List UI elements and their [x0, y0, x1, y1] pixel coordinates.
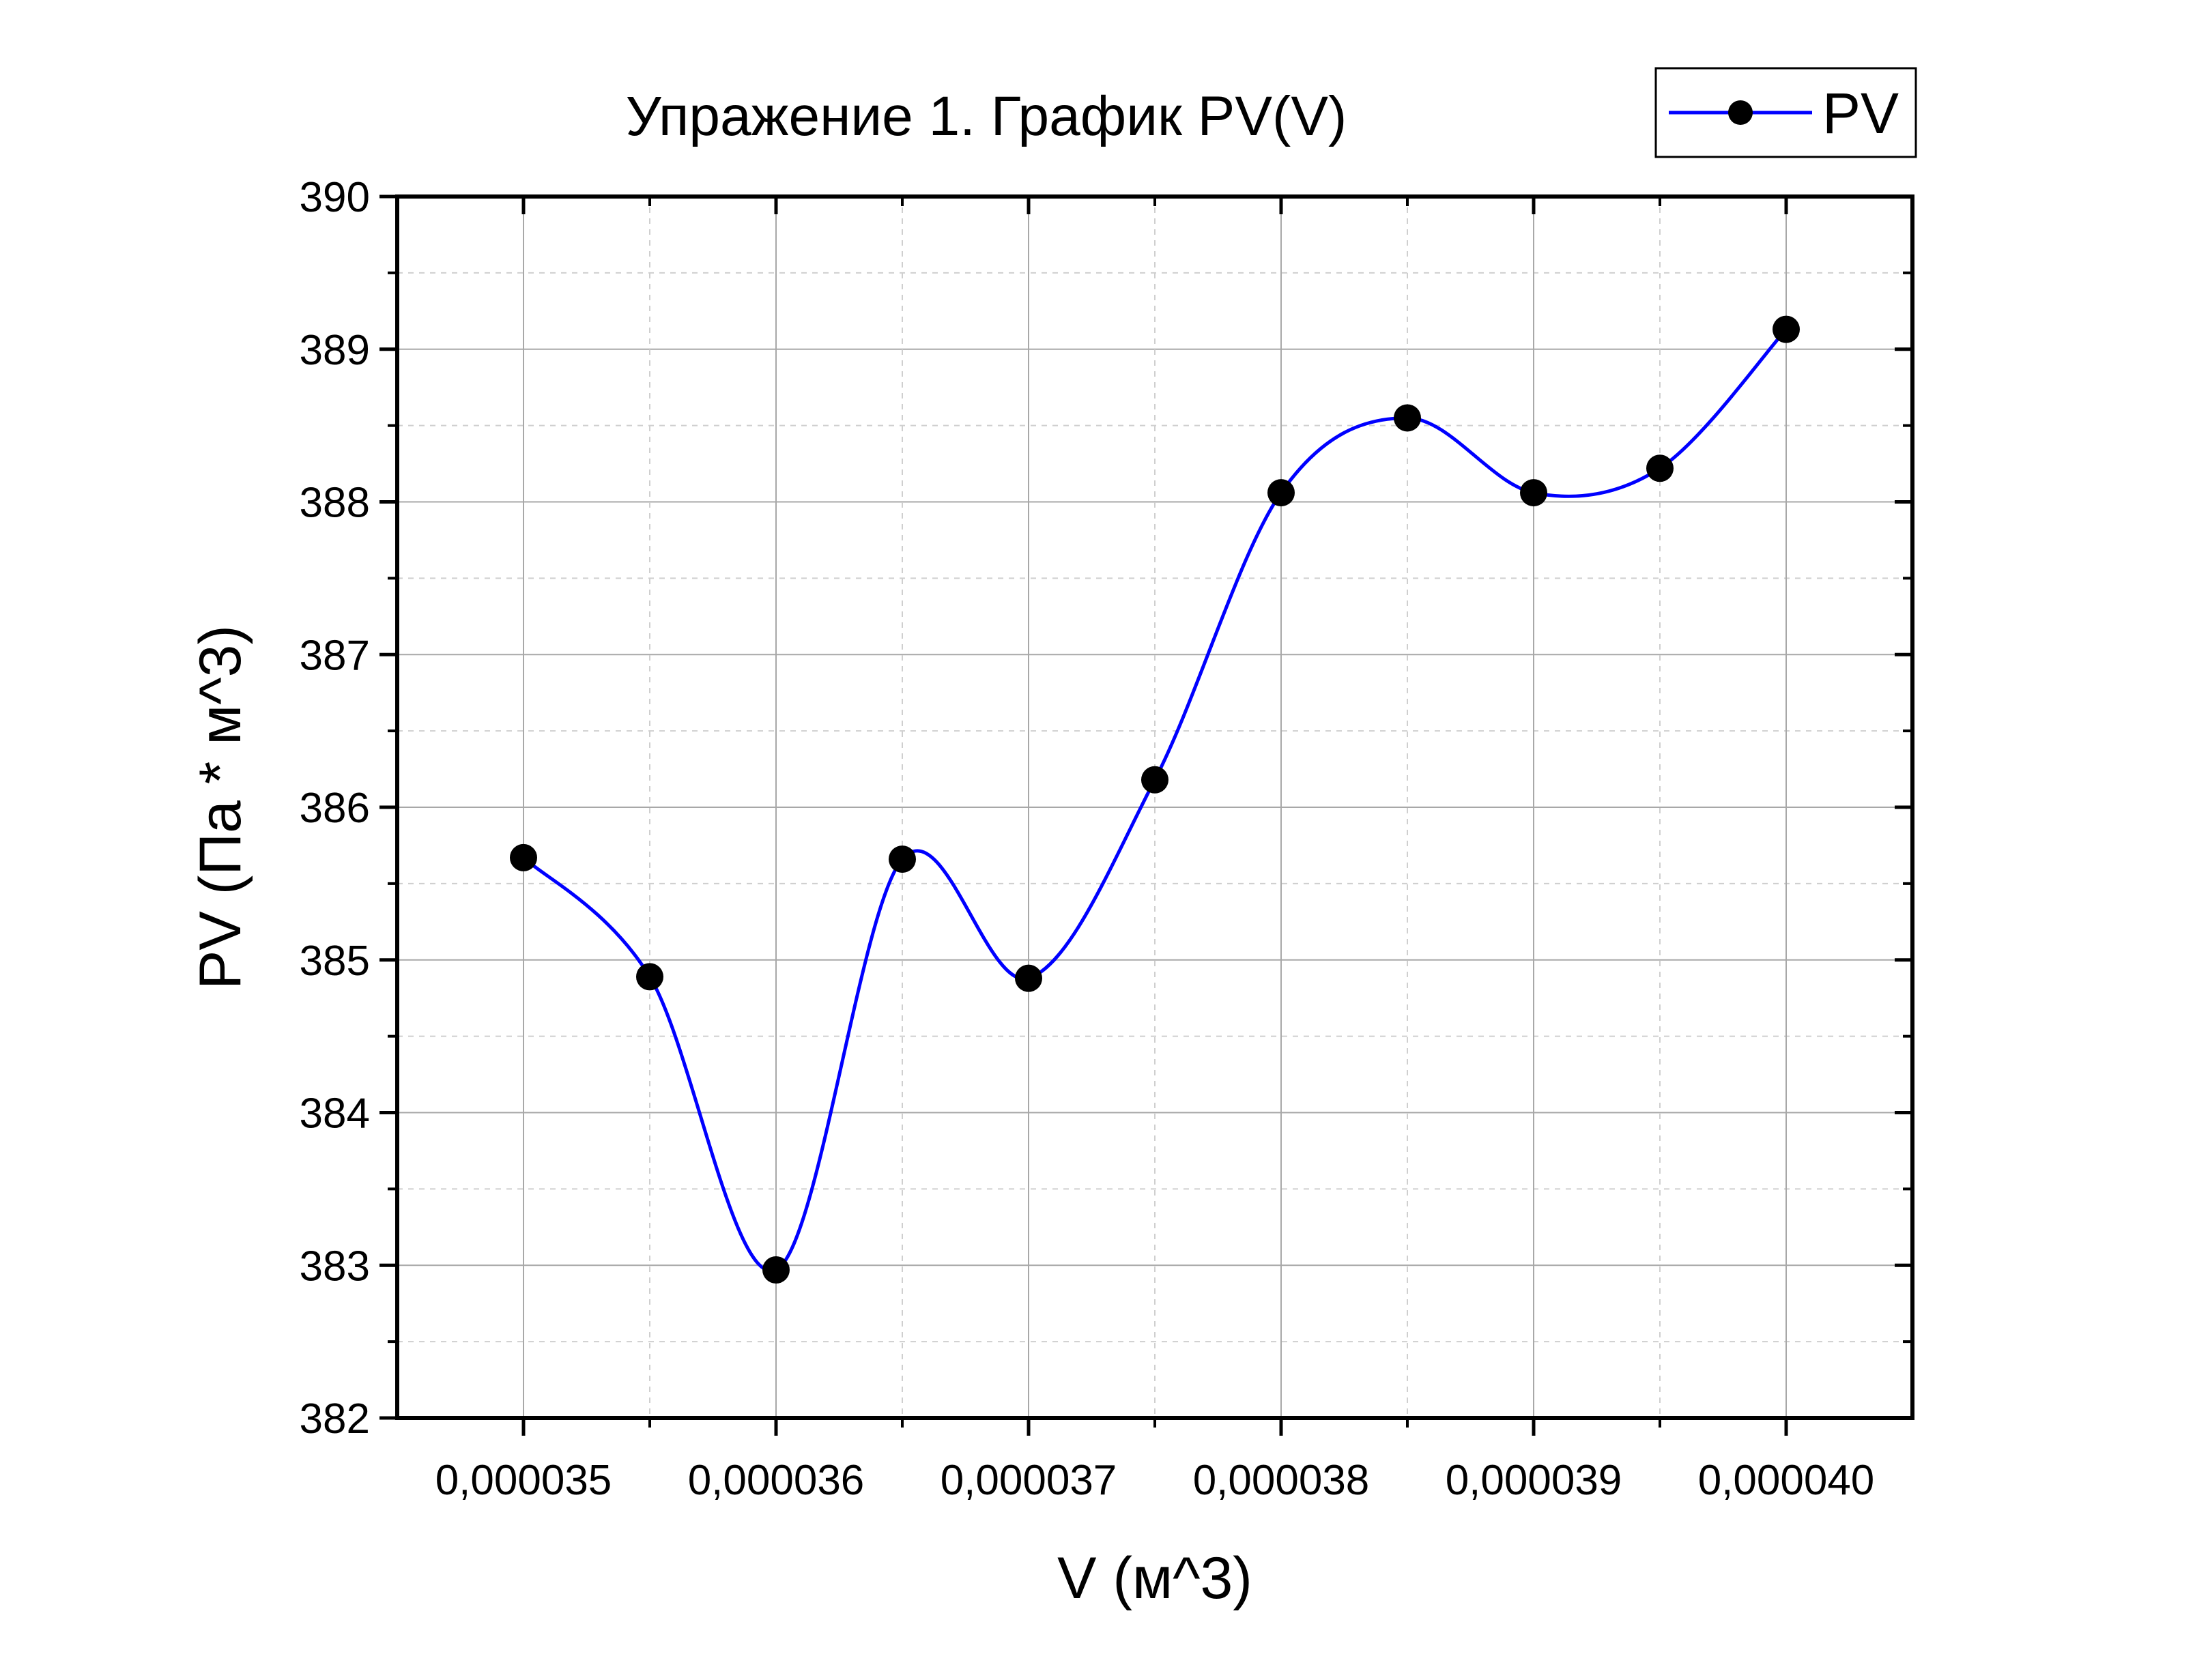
legend: PV [1654, 67, 1917, 158]
x-tick-label: 0,000040 [1698, 1457, 1875, 1504]
chart-title: Упражение 1. График PV(V) [626, 85, 1347, 147]
data-point [1773, 315, 1800, 343]
legend-marker [1728, 100, 1753, 125]
data-point [762, 1256, 790, 1284]
y-tick-label: 383 [300, 1243, 370, 1290]
y-tick-label: 386 [300, 785, 370, 832]
x-tick-label: 0,000039 [1446, 1457, 1622, 1504]
data-point [1141, 766, 1168, 794]
x-axis-label: V (м^3) [1057, 1546, 1252, 1611]
data-point [1015, 964, 1042, 992]
x-tick-label: 0,000035 [435, 1457, 612, 1504]
data-point [1646, 454, 1674, 482]
x-tick-label: 0,000038 [1193, 1457, 1370, 1504]
data-point [1267, 479, 1295, 507]
y-tick-label: 389 [300, 327, 370, 374]
x-tick-label: 0,000036 [688, 1457, 865, 1504]
y-tick-label: 387 [300, 632, 370, 679]
grid-lines [397, 197, 1912, 1418]
legend-label: PV [1822, 81, 1899, 145]
y-tick-label: 385 [300, 938, 370, 985]
y-axis-label: PV (Па * м^3) [188, 625, 253, 989]
data-point [636, 963, 663, 991]
y-tick-label: 390 [300, 174, 370, 221]
data-point [1520, 479, 1547, 507]
data-point [889, 845, 916, 873]
x-tick-labels: 0,000035 0,000036 0,000037 0,000038 0,000039… [435, 1457, 1875, 1504]
y-tick-label: 384 [300, 1090, 370, 1138]
axis-ticks [379, 194, 1912, 1436]
y-tick-label: 388 [300, 480, 370, 527]
y-tick-labels: 382 383 384 385 386 387 388 389 390 [300, 174, 370, 1443]
x-tick-label: 0,000037 [941, 1457, 1117, 1504]
series-markers-pv [510, 315, 1800, 1284]
y-tick-label: 382 [300, 1395, 370, 1443]
data-point [510, 843, 537, 871]
data-point [1394, 404, 1421, 432]
